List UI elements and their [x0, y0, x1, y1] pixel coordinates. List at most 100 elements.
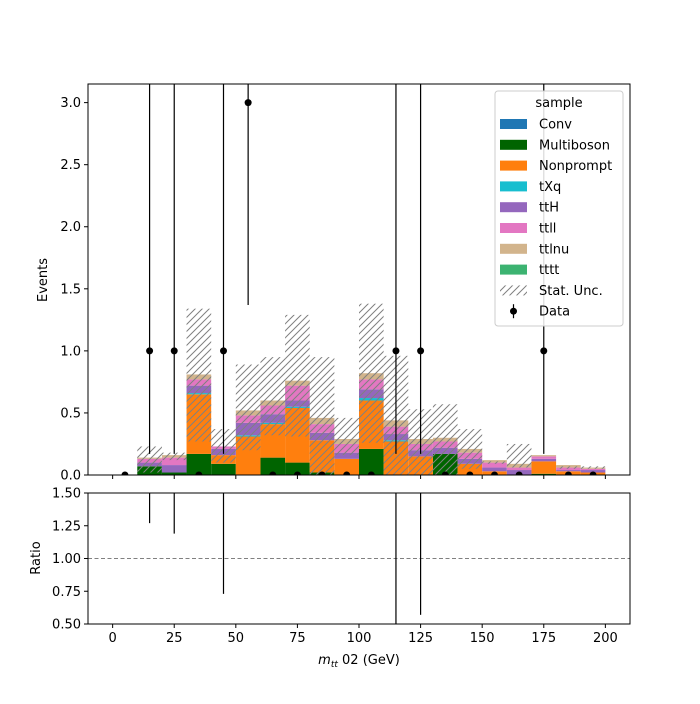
legend-label: tttt [539, 263, 559, 278]
bar-multiboson [186, 453, 212, 475]
legend-entries: Conv Multiboson Nonprompt tXq ttH ttll ttlnu tt… [500, 118, 612, 320]
y-tick-label: 1.5 [60, 282, 81, 297]
x-tick-label: 25 [166, 631, 183, 646]
legend-label: Nonprompt [539, 159, 612, 174]
data-point [491, 471, 498, 475]
data-point [515, 471, 523, 475]
bar-ttlnu [531, 455, 557, 457]
legend-entry-ttll: ttll [500, 222, 556, 237]
y-axis-label: Events [36, 258, 51, 302]
y-tick-label: 3.0 [60, 96, 81, 111]
bar-nonprompt [457, 463, 483, 475]
data-point [244, 99, 252, 107]
ratio-y-tick-label: 1.25 [52, 519, 81, 534]
stat-unc-band [482, 461, 507, 464]
legend-label: Data [539, 305, 570, 320]
legend-swatch [500, 160, 527, 171]
data-point [564, 471, 572, 475]
legend-swatch [500, 202, 527, 213]
bar-ttll [482, 462, 507, 468]
bar-tth [161, 465, 187, 473]
legend-entry-tttt: tttt [500, 263, 559, 278]
data-point [195, 471, 203, 475]
main-x-ticks [112, 475, 606, 479]
bar-nonprompt [334, 458, 359, 475]
stat-unc-band [506, 443, 532, 468]
legend-entry-txq: tXq [500, 180, 561, 195]
main-y-ticks: 0.0 0.5 1.0 1.5 2.0 2.5 3.0 [60, 96, 88, 484]
bar-ttll [531, 456, 557, 459]
legend-entry-conv: Conv [500, 118, 572, 133]
legend: sample Conv Multiboson Nonprompt tXq ttH ttll… [494, 90, 624, 327]
legend-title: sample [535, 96, 582, 111]
stat-unc-layer [137, 303, 606, 475]
legend-swatch [500, 119, 527, 129]
y-tick-label: 2.0 [60, 220, 81, 235]
x-tick-label: 50 [228, 631, 245, 646]
bar-nonprompt [531, 461, 557, 474]
stat-unc-band [161, 452, 187, 461]
bar-tth [580, 470, 606, 473]
data-point [318, 471, 326, 475]
y-tick-label: 1.0 [60, 344, 81, 359]
data-point [293, 471, 301, 475]
stat-unc-band [285, 314, 310, 437]
x-tick-label: 75 [289, 631, 306, 646]
legend-swatch [500, 243, 527, 254]
stat-unc-band [309, 357, 335, 475]
legend-label: ttlnu [539, 242, 569, 257]
bar-ttll [506, 467, 532, 471]
data-point [392, 347, 400, 355]
x-tick-label: 200 [593, 631, 618, 646]
legend-swatch [500, 181, 527, 192]
data-point [441, 471, 449, 475]
legend-entry-multiboson: Multiboson [500, 138, 610, 153]
y-tick-label: 0.0 [60, 469, 81, 484]
ratio-y-tick-label: 0.75 [52, 585, 81, 600]
ratio-x-ticks: 0 25 50 75 100 125 150 175 200 [108, 624, 618, 646]
bar-multiboson [531, 473, 557, 475]
x-tick-label: 175 [531, 631, 556, 646]
stat-unc-band [235, 364, 261, 451]
stat-unc-band [186, 308, 212, 442]
bar-multiboson [260, 457, 286, 475]
y-tick-label: 2.5 [60, 158, 81, 173]
data-point [170, 347, 178, 355]
legend-swatch-hatch [500, 285, 527, 296]
stat-unc-band [556, 466, 581, 469]
legend-label: Multiboson [539, 138, 610, 153]
data-point [121, 471, 129, 475]
y-tick-label: 0.5 [60, 406, 81, 421]
x-tick-label: 150 [470, 631, 495, 646]
bar-multiboson [211, 463, 236, 475]
legend-label: ttH [539, 201, 559, 216]
legend-swatch [500, 223, 527, 233]
x-tick-label: 125 [408, 631, 433, 646]
bar-ttll [580, 468, 606, 471]
ratio-plot: 0 25 50 75 100 125 150 175 200 0.50 0.75 1.00 1.25 1… [29, 487, 631, 670]
stat-unc-band [359, 303, 384, 443]
stat-unc-band [260, 357, 286, 436]
legend-marker [510, 307, 517, 315]
stat-unc-band [432, 404, 458, 475]
x-tick-label: 100 [347, 631, 372, 646]
bar-tth [556, 470, 581, 472]
ratio-y-ticks: 0.50 0.75 1.00 1.25 1.50 [52, 487, 88, 633]
bar-multiboson [359, 448, 384, 475]
x-axis-label: mtt 02 (GeV) [318, 653, 400, 670]
legend-label: Conv [539, 118, 572, 133]
data-point [146, 347, 154, 355]
legend-label: ttll [539, 222, 556, 237]
legend-entry-nonprompt: Nonprompt [500, 159, 612, 174]
bar-tth [482, 467, 507, 472]
legend-swatch [500, 139, 527, 150]
stat-unc-band [457, 429, 483, 469]
legend-label: Stat. Unc. [539, 284, 603, 299]
ratio-y-tick-label: 1.50 [52, 487, 81, 502]
data-point [589, 471, 597, 475]
ratio-y-axis-label: Ratio [29, 541, 44, 574]
legend-entry-ttlnu: ttlnu [500, 242, 569, 257]
data-point [466, 471, 474, 475]
bar-multiboson [161, 472, 187, 475]
